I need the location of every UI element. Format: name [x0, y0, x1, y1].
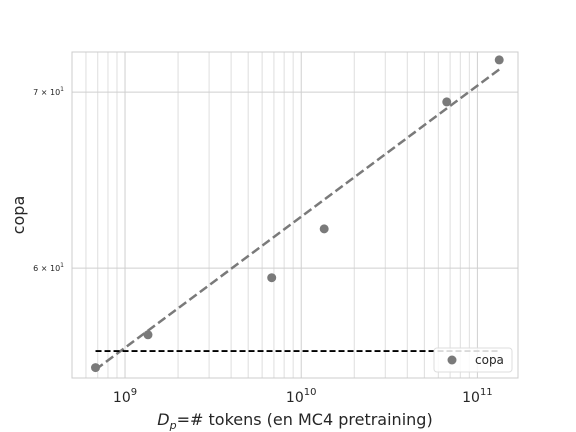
x-axis-label-text: =# tokens (en MC4 pretraining) — [177, 410, 433, 429]
data-point — [494, 55, 504, 65]
y-axis-label: copa — [9, 196, 28, 235]
y-tick-label: 7 × 101 — [33, 86, 64, 97]
points-layer — [91, 55, 504, 373]
legend-label: copa — [475, 353, 504, 367]
x-axis-label: Dp=# tokens (en MC4 pretraining) — [157, 410, 432, 432]
x-tick-label: 1011 — [462, 387, 493, 406]
x-tick-label: 1010 — [286, 387, 317, 406]
grid — [71, 52, 518, 378]
data-point — [143, 330, 153, 340]
data-point — [267, 273, 277, 283]
x-tick-label: 109 — [113, 387, 137, 406]
trend-line — [94, 68, 500, 371]
ticks-layer: 109 1010 1011 6 × 101 7 × 101 — [33, 86, 493, 406]
data-point — [442, 97, 452, 107]
x-axis-label-symbol: D — [157, 410, 169, 429]
data-point — [91, 363, 101, 373]
legend-box — [433, 347, 513, 373]
legend-marker — [447, 355, 457, 365]
x-axis-label-subscript: p — [169, 419, 177, 432]
data-point — [319, 224, 329, 234]
legend: copa — [433, 347, 513, 373]
plot-area — [71, 51, 519, 379]
lines-layer — [94, 68, 500, 371]
y-tick-label: 6 × 101 — [33, 262, 64, 273]
